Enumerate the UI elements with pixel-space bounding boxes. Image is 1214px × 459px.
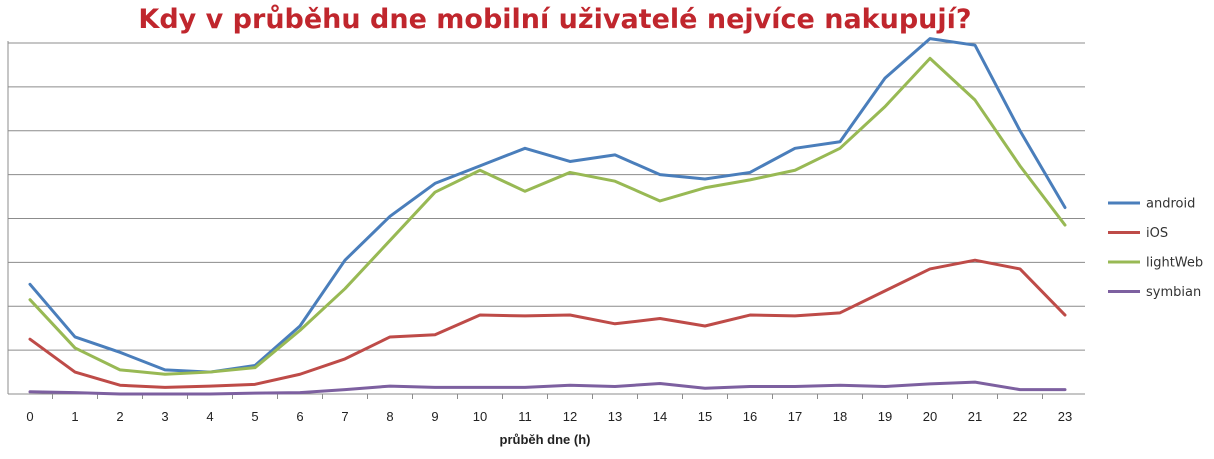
x-tick-label: 16 [743,409,757,424]
chart-title: Kdy v průběhu dne mobilní uživatelé nejv… [138,4,972,35]
x-tick-label: 5 [251,409,258,424]
x-tick-label: 20 [923,409,937,424]
x-tick-label: 12 [563,409,577,424]
x-tick-label: 0 [26,409,33,424]
x-tick-label: 23 [1058,409,1072,424]
x-tick-label: 7 [341,409,348,424]
x-tick-label: 19 [878,409,892,424]
x-tick-label: 4 [206,409,213,424]
x-tick-label: 14 [653,409,667,424]
x-tick-labels: 0 1 2 3 4 5 6 7 8 9 10 11 12 13 14 15 16 17 18 19 20 21 22 23 [26,409,1072,424]
x-tick-label: 10 [473,409,487,424]
x-tick-label: 13 [608,409,622,424]
legend-label-lightweb: lightWeb [1146,256,1203,271]
x-tick-label: 17 [788,409,802,424]
series-line-android [28,37,1067,374]
axes [7,41,1085,399]
legend: android iOS lightWeb symbian [1108,197,1203,300]
legend-label-android: android [1146,197,1195,212]
series-line-symbian [28,380,1067,396]
x-tick-label: 11 [518,409,532,424]
x-tick-label: 2 [116,409,123,424]
x-tick-label: 22 [1013,409,1027,424]
x-axis-label: průběh dne (h) [500,432,591,447]
x-tick-label: 1 [71,409,78,424]
x-tick-label: 15 [698,409,712,424]
gridlines [8,42,1085,351]
x-tick-label: 9 [431,409,438,424]
x-tick-label: 18 [833,409,847,424]
legend-label-symbian: symbian [1146,285,1201,300]
series-line-lightweb [28,56,1067,376]
legend-label-ios: iOS [1146,226,1168,241]
series-line-ios [28,258,1067,389]
x-tick-label: 8 [386,409,393,424]
x-tick-label: 21 [968,409,982,424]
x-tick-label: 6 [296,409,303,424]
x-tick-label: 3 [161,409,168,424]
series-lines [28,37,1067,396]
